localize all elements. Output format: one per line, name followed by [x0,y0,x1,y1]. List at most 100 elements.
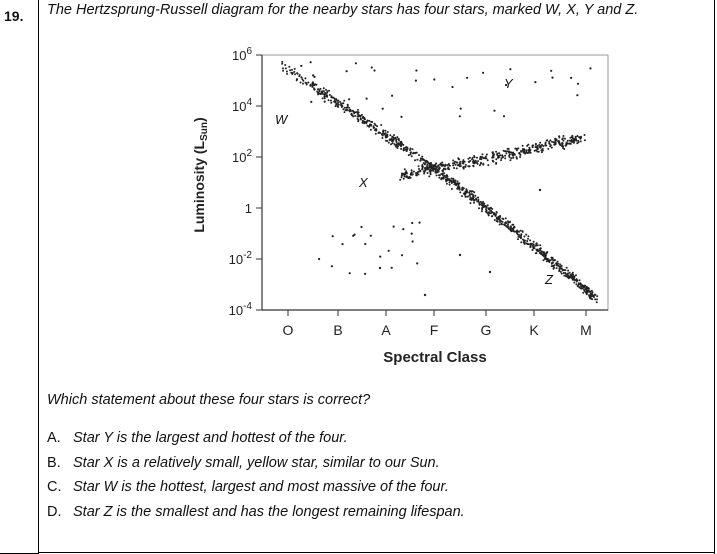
star-point [381,137,384,139]
star-point [426,172,429,174]
star-point [365,122,368,125]
star-point [313,84,316,86]
star-point [462,160,465,163]
star-point [519,156,522,158]
star-point [560,272,563,275]
star-point [343,99,346,102]
star-point [416,171,419,174]
star-point [459,165,462,167]
star-point [433,78,436,81]
y-tick-label: 104 [232,97,252,114]
star-point [323,94,326,96]
star-point [285,70,288,73]
option-d[interactable]: D. Star Z is the smallest and has the lon… [47,504,465,529]
star-label-z: Z [544,272,554,287]
star-point [467,157,470,160]
star-point [474,159,477,162]
x-tick-label: K [529,322,539,338]
star-point [416,262,419,265]
star-point [374,132,377,135]
star-point [390,143,393,146]
star-point [498,217,501,220]
star-point [402,228,405,231]
star-point [502,156,504,159]
star-point [482,157,485,160]
star-point [481,153,484,156]
option-b[interactable]: B. Star X is a relatively small, yellow s… [47,455,465,480]
question-number: 19. [4,8,24,24]
star-point [356,111,359,113]
star-point [337,105,340,108]
star-point [319,87,322,90]
star-point [414,159,417,162]
star-point [466,195,469,198]
star-point [520,236,522,239]
star-point [423,172,426,175]
star-point [577,282,580,285]
star-point [430,165,433,168]
star-point [551,265,554,268]
star-point [329,99,332,102]
star-point [343,111,346,114]
star-point [410,169,413,172]
star-point [537,150,540,153]
star-point [369,234,372,237]
star-point [399,178,402,181]
option-d-text: Star Z is the smallest and has the longe… [73,503,465,520]
star-point [498,223,501,226]
star-point [529,243,532,246]
option-b-letter: B. [47,454,61,471]
star-point [440,178,443,181]
star-point [423,163,426,166]
star-point [444,167,447,170]
star-point [525,149,528,152]
star-point [540,252,543,254]
star-point [337,99,340,102]
option-a[interactable]: A. Star Y is the largest and hottest of t… [47,430,465,455]
star-point [539,145,542,147]
star-point [468,194,471,197]
star-point [528,146,531,149]
star-point [570,273,573,276]
star-point [373,122,376,125]
star-point [499,219,502,222]
star-point [436,171,439,174]
star-point [468,165,471,168]
star-point [576,279,579,282]
star-point [527,235,530,238]
star-point [318,92,321,95]
star-point [511,223,514,226]
star-point [391,135,394,138]
star-point [505,152,508,155]
star-point [346,103,349,106]
option-a-letter: A. [47,430,61,446]
star-point [429,161,432,164]
star-point [391,142,394,145]
star-point [373,129,376,132]
star-point [354,114,357,117]
star-point [594,298,597,301]
star-label-x: X [358,175,369,190]
star-point [305,82,308,84]
star-point [590,292,593,295]
star-point [415,174,418,177]
y-tick-labels: 106 104 102 1 10-2 10-4 [229,46,262,318]
star-point [414,79,417,82]
star-point [453,167,455,169]
star-point [461,195,463,198]
star-point [455,183,458,185]
star-point [558,140,561,143]
star-point [473,155,476,157]
star-point [503,223,506,226]
star-point [478,164,481,167]
option-c[interactable]: C. Star W is the hottest, largest and mos… [47,479,465,504]
star-point [400,145,402,148]
star-point [323,95,326,98]
star-point [448,168,451,171]
star-point [521,144,524,147]
star-point [510,157,513,160]
y-tick-label: 10-4 [229,301,253,318]
star-point [507,221,510,224]
star-point [506,226,509,228]
